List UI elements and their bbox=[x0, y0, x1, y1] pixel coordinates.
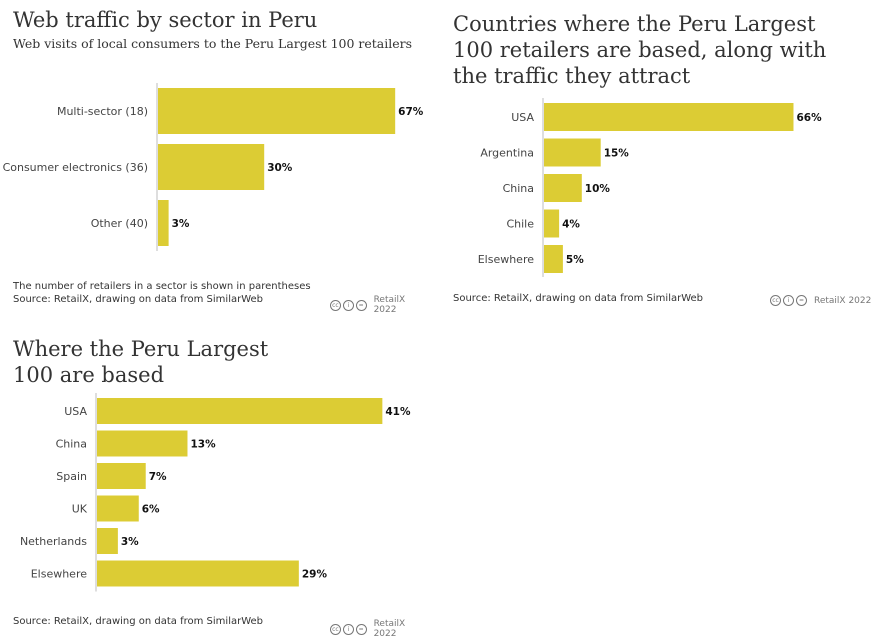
chart-title: Where the Peru Largest 100 are based bbox=[13, 337, 269, 387]
value-label: 66% bbox=[796, 112, 822, 124]
category-label: Chile bbox=[506, 218, 534, 231]
license-badge: cc i = RetailX 2022 bbox=[330, 619, 430, 639]
chart-source: Source: RetailX, drawing on data from Si… bbox=[13, 616, 264, 627]
value-label: 10% bbox=[585, 183, 611, 195]
credit-text: RetailX 2022 bbox=[814, 295, 872, 306]
category-label: Elsewhere bbox=[31, 568, 88, 581]
bar bbox=[544, 103, 794, 131]
value-label: 15% bbox=[604, 148, 630, 160]
category-label: USA bbox=[511, 111, 534, 124]
category-label: Elsewhere bbox=[478, 253, 535, 266]
chart-title: Web traffic by sector in Peru bbox=[13, 8, 318, 32]
category-label: Consumer electronics (36) bbox=[3, 161, 148, 174]
chart-where-based: Where the Peru Largest 100 are based USA… bbox=[0, 330, 430, 639]
value-label: 67% bbox=[398, 106, 424, 118]
bar bbox=[158, 144, 265, 190]
category-label: China bbox=[56, 438, 87, 451]
value-label: 3% bbox=[172, 218, 190, 230]
value-label: 6% bbox=[142, 504, 160, 516]
value-label: 3% bbox=[121, 536, 139, 548]
by-icon: i bbox=[342, 623, 354, 635]
chart-source: Source: RetailX, drawing on data from Si… bbox=[453, 293, 704, 304]
cc-icon: cc bbox=[330, 623, 341, 635]
bar-chart: Multi-sector (18) 67% Consumer electronics… bbox=[3, 83, 424, 251]
bar bbox=[97, 463, 146, 489]
license-badge: cc i = RetailX 2022 bbox=[330, 295, 430, 315]
category-label: Multi-sector (18) bbox=[57, 105, 148, 118]
value-label: 7% bbox=[149, 471, 167, 483]
license-badge: cc i = RetailX 2022 bbox=[770, 295, 871, 306]
nd-icon: = bbox=[355, 299, 367, 311]
bar bbox=[97, 495, 139, 522]
bar bbox=[97, 528, 118, 554]
credit-text: RetailX 2022 bbox=[373, 295, 406, 315]
bar bbox=[544, 245, 563, 273]
chart-countries-traffic: Countries where the Peru Largest 100 ret… bbox=[440, 0, 875, 315]
nd-icon: = bbox=[796, 295, 807, 306]
bar-chart: USA 41% China 13% Spain 7% UK 6% Netherlands 3% El… bbox=[20, 393, 411, 592]
bar bbox=[158, 200, 169, 246]
bar bbox=[97, 398, 383, 424]
category-label: UK bbox=[72, 503, 88, 516]
chart-web-traffic-by-sector: Web traffic by sector in Peru Web visits… bbox=[0, 0, 430, 315]
by-icon: i bbox=[783, 295, 794, 306]
category-label: Argentina bbox=[480, 147, 534, 160]
category-label: USA bbox=[64, 405, 87, 418]
bar-chart: USA 66% Argentina 15% China 10% Chile 4% Elsewhe… bbox=[478, 98, 822, 277]
by-icon: i bbox=[342, 299, 354, 311]
value-label: 29% bbox=[302, 569, 328, 581]
chart-note: The number of retailers in a sector is s… bbox=[13, 281, 311, 292]
bar bbox=[544, 138, 601, 167]
category-label: Other (40) bbox=[91, 217, 148, 230]
credit-text: RetailX 2022 bbox=[373, 619, 406, 639]
value-label: 4% bbox=[562, 219, 580, 231]
chart-source: Source: RetailX, drawing on data from Si… bbox=[13, 294, 264, 305]
category-label: China bbox=[503, 182, 534, 195]
value-label: 5% bbox=[566, 254, 584, 266]
bar bbox=[544, 174, 582, 202]
bar bbox=[158, 88, 396, 134]
category-label: Netherlands bbox=[20, 535, 87, 548]
bar bbox=[544, 209, 560, 238]
bar bbox=[97, 430, 188, 457]
chart-title: Countries where the Peru Largest 100 ret… bbox=[453, 12, 827, 88]
value-label: 41% bbox=[385, 406, 411, 418]
chart-subtitle: Web visits of local consumers to the Per… bbox=[13, 36, 413, 51]
value-label: 13% bbox=[190, 439, 216, 451]
cc-icon: cc bbox=[770, 295, 781, 306]
value-label: 30% bbox=[267, 162, 293, 174]
bar bbox=[97, 560, 299, 587]
cc-icon: cc bbox=[330, 299, 341, 311]
category-label: Spain bbox=[56, 470, 87, 483]
nd-icon: = bbox=[355, 623, 367, 635]
